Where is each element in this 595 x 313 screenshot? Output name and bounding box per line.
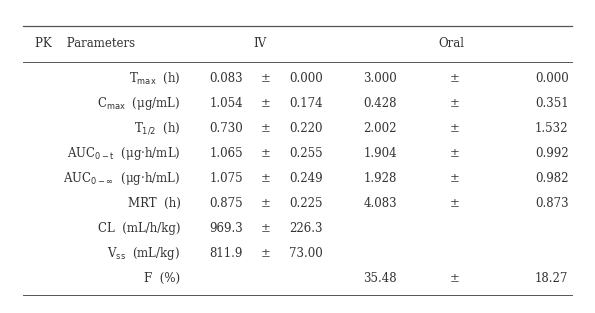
- Text: 0.873: 0.873: [535, 197, 568, 210]
- Text: 73.00: 73.00: [289, 247, 323, 260]
- Text: IV: IV: [253, 37, 267, 50]
- Text: 0.992: 0.992: [535, 147, 568, 160]
- Text: 2.002: 2.002: [364, 122, 397, 135]
- Text: ±: ±: [261, 72, 271, 85]
- Text: C$_{{\rm max}}$  (μg/mL): C$_{{\rm max}}$ (μg/mL): [97, 95, 180, 112]
- Text: 0.000: 0.000: [289, 72, 323, 85]
- Text: F  (%): F (%): [144, 272, 180, 285]
- Text: 0.982: 0.982: [535, 172, 568, 185]
- Text: ±: ±: [261, 122, 271, 135]
- Text: 0.255: 0.255: [289, 147, 323, 160]
- Text: 0.428: 0.428: [364, 97, 397, 110]
- Text: 1.075: 1.075: [209, 172, 243, 185]
- Text: 226.3: 226.3: [289, 222, 323, 235]
- Text: 0.875: 0.875: [209, 197, 243, 210]
- Text: 1.904: 1.904: [364, 147, 397, 160]
- Text: 4.083: 4.083: [364, 197, 397, 210]
- Text: ±: ±: [450, 272, 459, 285]
- Text: MRT  (h): MRT (h): [127, 197, 180, 210]
- Text: Oral: Oral: [439, 37, 465, 50]
- Text: 0.351: 0.351: [535, 97, 568, 110]
- Text: 0.225: 0.225: [289, 197, 323, 210]
- Text: 0.174: 0.174: [289, 97, 323, 110]
- Text: ±: ±: [450, 172, 459, 185]
- Text: 1.928: 1.928: [364, 172, 397, 185]
- Text: ±: ±: [450, 147, 459, 160]
- Text: 969.3: 969.3: [209, 222, 243, 235]
- Text: ±: ±: [261, 97, 271, 110]
- Text: 35.48: 35.48: [364, 272, 397, 285]
- Text: 811.9: 811.9: [209, 247, 243, 260]
- Text: ±: ±: [450, 197, 459, 210]
- Text: 0.249: 0.249: [289, 172, 323, 185]
- Text: T$_{{\rm max}}$  (h): T$_{{\rm max}}$ (h): [129, 70, 180, 86]
- Text: ±: ±: [261, 197, 271, 210]
- Text: 1.532: 1.532: [535, 122, 568, 135]
- Text: 0.000: 0.000: [535, 72, 569, 85]
- Text: ±: ±: [261, 247, 271, 260]
- Text: ±: ±: [450, 122, 459, 135]
- Text: T$_{{1/2}}$  (h): T$_{{1/2}}$ (h): [134, 121, 180, 136]
- Text: 1.054: 1.054: [209, 97, 243, 110]
- Text: 0.083: 0.083: [209, 72, 243, 85]
- Text: PK    Parameters: PK Parameters: [35, 37, 135, 50]
- Text: 0.730: 0.730: [209, 122, 243, 135]
- Text: ±: ±: [450, 72, 459, 85]
- Text: 0.220: 0.220: [289, 122, 323, 135]
- Text: ±: ±: [261, 147, 271, 160]
- Text: ±: ±: [261, 172, 271, 185]
- Text: 18.27: 18.27: [535, 272, 568, 285]
- Text: ±: ±: [261, 222, 271, 235]
- Text: ±: ±: [450, 97, 459, 110]
- Text: V$_{{\rm ss}}$  (mL/kg): V$_{{\rm ss}}$ (mL/kg): [108, 245, 180, 262]
- Text: AUC$_{{\rm 0-∞}}$  (μg·h/mL): AUC$_{{\rm 0-∞}}$ (μg·h/mL): [63, 170, 180, 187]
- Text: 3.000: 3.000: [364, 72, 397, 85]
- Text: 1.065: 1.065: [209, 147, 243, 160]
- Text: CL  (mL/h/kg): CL (mL/h/kg): [98, 222, 180, 235]
- Text: AUC$_{{\rm 0-t}}$  (μg·h/mL): AUC$_{{\rm 0-t}}$ (μg·h/mL): [67, 145, 180, 162]
